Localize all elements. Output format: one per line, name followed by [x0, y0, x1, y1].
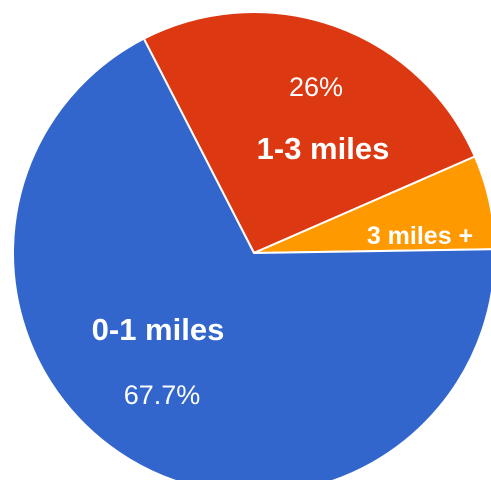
pie-labels: 26% 1-3 miles 3 miles + 0-1 miles 67.7% — [92, 72, 474, 410]
slice-label-3-miles-plus: 3 miles + — [367, 222, 473, 250]
pie-slice-3-miles-plus — [253, 155, 491, 254]
slice-label-0-1-miles: 0-1 miles — [92, 312, 225, 347]
slice-label-1-3-miles: 1-3 miles — [257, 131, 390, 166]
slice-value-label-0-1-miles: 67.7% — [124, 380, 201, 410]
pie-slice-1-3-miles — [142, 11, 476, 254]
slice-value-label-1-3-miles: 26% — [289, 72, 343, 102]
pie-slices — [12, 11, 491, 480]
pie-slice-0-1-miles — [12, 37, 491, 480]
